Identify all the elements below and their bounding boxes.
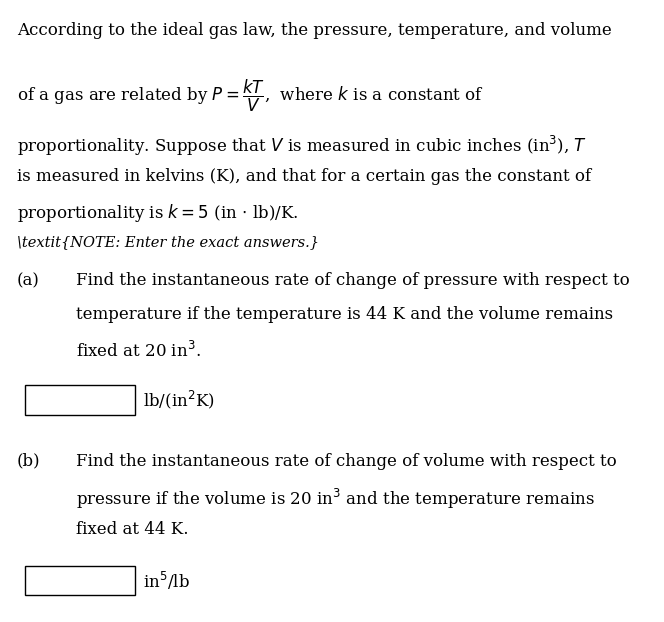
Text: of a gas are related by $P = \dfrac{kT}{V}$,  where $k$ is a constant of: of a gas are related by $P = \dfrac{kT}{… bbox=[17, 78, 483, 114]
Text: fixed at 20 in$^3$.: fixed at 20 in$^3$. bbox=[76, 341, 201, 361]
Text: pressure if the volume is 20 in$^3$ and the temperature remains: pressure if the volume is 20 in$^3$ and … bbox=[76, 487, 596, 511]
Text: proportionality is $k = 5$ (in $\cdot$ lb)/K.: proportionality is $k = 5$ (in $\cdot$ l… bbox=[17, 202, 298, 224]
Text: \textit{NOTE: Enter the exact answers.}: \textit{NOTE: Enter the exact answers.} bbox=[17, 234, 319, 249]
Text: Find the instantaneous rate of change of pressure with respect to: Find the instantaneous rate of change of… bbox=[76, 272, 630, 289]
Text: fixed at 44 K.: fixed at 44 K. bbox=[76, 521, 189, 538]
Text: lb/(in$^2$K): lb/(in$^2$K) bbox=[143, 389, 214, 411]
Text: is measured in kelvins (K), and that for a certain gas the constant of: is measured in kelvins (K), and that for… bbox=[17, 168, 591, 185]
Text: temperature if the temperature is 44 K and the volume remains: temperature if the temperature is 44 K a… bbox=[76, 307, 614, 323]
FancyBboxPatch shape bbox=[25, 385, 135, 415]
Text: (a): (a) bbox=[17, 272, 39, 289]
Text: Find the instantaneous rate of change of volume with respect to: Find the instantaneous rate of change of… bbox=[76, 453, 617, 470]
Text: proportionality. Suppose that $V$ is measured in cubic inches (in$^3$), $T$: proportionality. Suppose that $V$ is mea… bbox=[17, 134, 587, 158]
Text: in$^5$/lb: in$^5$/lb bbox=[143, 569, 189, 592]
FancyBboxPatch shape bbox=[25, 565, 135, 595]
Text: According to the ideal gas law, the pressure, temperature, and volume: According to the ideal gas law, the pres… bbox=[17, 22, 612, 39]
Text: (b): (b) bbox=[17, 453, 41, 470]
